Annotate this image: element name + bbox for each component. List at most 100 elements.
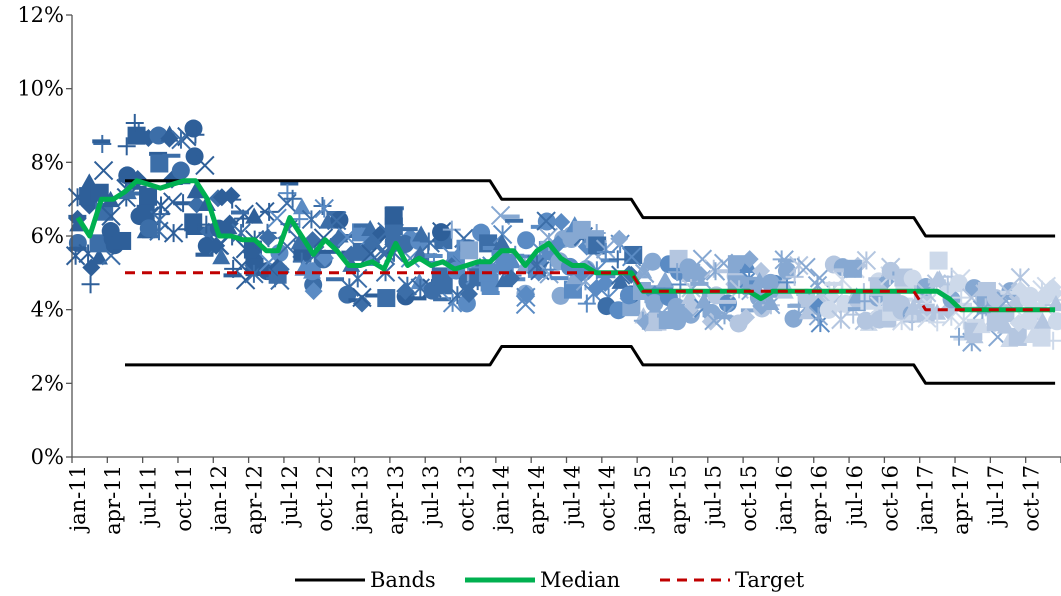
x-tick-label: apr-17	[949, 465, 973, 535]
series-line-bands	[125, 179, 1056, 238]
y-tick-label: 12%	[17, 3, 64, 27]
forecast-point	[245, 207, 264, 224]
forecast-point	[384, 206, 403, 225]
forecast-point	[304, 282, 323, 301]
series-line-target	[125, 271, 1056, 312]
forecast-point	[377, 289, 396, 308]
forecast-point	[645, 294, 664, 313]
forecast-point	[1008, 327, 1027, 346]
forecast-point	[101, 206, 121, 226]
forecast-point	[163, 223, 184, 243]
forecast-point	[634, 262, 653, 279]
y-tick-label: 2%	[31, 371, 64, 395]
legend-label-bands: Bands	[370, 568, 436, 592]
forecast-point	[352, 287, 372, 308]
forecast-point	[492, 233, 511, 250]
forecast-point	[777, 261, 796, 280]
forecast-point	[151, 195, 171, 216]
series-lines	[75, 178, 1056, 385]
forecast-point	[301, 209, 322, 230]
x-tick-label: oct-13	[454, 465, 478, 532]
forecast-point	[565, 267, 584, 285]
forecast-point	[610, 229, 629, 248]
x-tick-label: apr-12	[242, 465, 266, 535]
forecast-markers	[65, 113, 1061, 352]
forecast-point	[761, 273, 780, 292]
series-line-median	[75, 178, 1056, 313]
forecast-point	[93, 134, 112, 153]
x-tick-label: jan-12	[207, 465, 231, 534]
forecast-point	[831, 309, 851, 330]
x-tick-label: jan-13	[348, 465, 372, 534]
forecast-point	[552, 213, 571, 232]
forecast-point	[536, 211, 556, 231]
x-tick-label: apr-13	[384, 465, 408, 535]
forecast-point	[737, 308, 756, 327]
forecast-point	[929, 251, 948, 270]
forecast-point	[195, 155, 215, 176]
forecast-point	[972, 316, 991, 334]
forecast-point	[563, 280, 582, 299]
forecast-point	[608, 250, 627, 269]
forecast-point	[1032, 328, 1051, 347]
x-tick-label: oct-17	[1020, 465, 1044, 532]
forecast-point	[819, 300, 838, 319]
forecast-point	[1033, 312, 1052, 329]
x-tick-label: oct-16	[878, 465, 902, 532]
forecast-point	[163, 192, 183, 212]
forecast-point	[197, 236, 216, 255]
forecast-point	[577, 294, 596, 313]
x-tick-label: apr-14	[525, 465, 549, 535]
forecast-point	[928, 313, 947, 332]
x-tick-label: oct-15	[737, 465, 761, 532]
forecast-point	[81, 275, 100, 294]
forecast-point	[93, 160, 114, 181]
forecast-point	[186, 182, 205, 199]
forecast-point	[326, 210, 347, 231]
forecast-point	[150, 154, 169, 173]
forecast-point	[136, 204, 155, 223]
forecast-point	[1019, 289, 1038, 308]
forecast-point	[1047, 294, 1061, 312]
forecast-point	[796, 257, 816, 278]
forecast-point	[127, 126, 146, 145]
forecast-point	[184, 119, 203, 138]
y-tick-label: 4%	[31, 298, 64, 322]
x-tick-label: oct-11	[172, 465, 196, 532]
x-tick-label: oct-14	[596, 465, 620, 532]
forecast-point	[1044, 331, 1061, 350]
x-tick-label: jan-16	[772, 465, 796, 534]
legend-label-target: Target	[735, 568, 805, 592]
x-tick-label: jan-17	[914, 465, 938, 534]
forecast-point	[928, 303, 947, 320]
forecast-point	[643, 252, 662, 271]
forecast-point	[596, 274, 615, 293]
forecast-point	[139, 219, 158, 238]
forecast-point	[611, 272, 630, 289]
forecast-point	[621, 247, 642, 267]
x-tick-label: jul-16	[843, 465, 867, 529]
x-tick-label: jul-12	[278, 465, 302, 529]
forecast-point	[259, 228, 278, 247]
forecast-point	[1047, 312, 1061, 331]
y-tick-label: 8%	[31, 150, 64, 174]
y-tick-label: 10%	[17, 77, 64, 101]
forecast-point	[667, 297, 686, 316]
forecast-point	[139, 187, 158, 206]
forecast-point	[432, 223, 451, 242]
forecast-point	[186, 125, 205, 144]
forecast-point	[125, 113, 144, 132]
legend-label-median: Median	[540, 568, 620, 592]
forecast-point	[65, 246, 86, 266]
forecast-point	[277, 193, 297, 213]
series-line-bands	[125, 345, 1056, 385]
forecast-point	[517, 285, 536, 304]
forecast-point	[503, 252, 522, 269]
forecast-point	[515, 294, 536, 315]
forecast-point	[460, 241, 479, 260]
forecast-point	[727, 275, 746, 294]
forecast-point	[694, 292, 713, 309]
forecast-point	[775, 275, 794, 292]
forecast-point	[396, 282, 415, 301]
